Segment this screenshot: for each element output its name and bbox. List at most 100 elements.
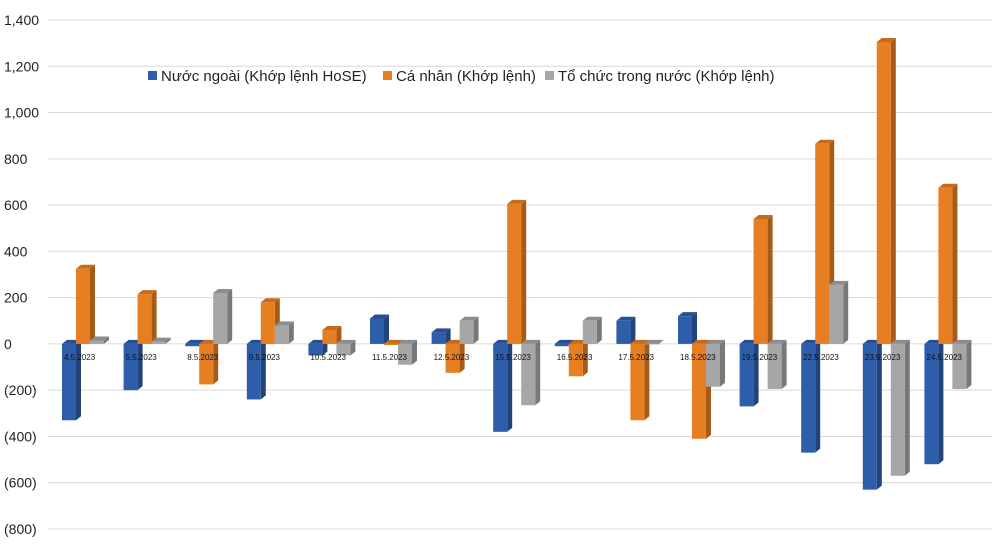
bar-front [706, 343, 720, 387]
y-tick-label: 600 [4, 197, 28, 213]
bar-front [123, 343, 138, 391]
bar-front [213, 293, 228, 344]
y-tick-label: 0 [4, 336, 12, 352]
bar-1-24-5-2023 [938, 183, 958, 344]
bar-side [720, 339, 725, 387]
bar-front [431, 332, 446, 344]
bar-1-10-5-2023 [322, 326, 342, 344]
bar-front [398, 343, 412, 365]
bar-top [644, 339, 664, 344]
bar-front [246, 343, 261, 400]
bar-front [862, 343, 877, 490]
legend-label-individual: Cá nhân (Khớp lệnh) [396, 68, 536, 85]
bar-front [767, 343, 782, 390]
x-tick-label: 22.5.2023 [803, 353, 839, 362]
bar-top [706, 339, 725, 344]
bar-0-12-5-2023 [431, 328, 451, 344]
bar-side [459, 339, 465, 373]
bar-front [90, 340, 104, 344]
bar-2-19-5-2023 [767, 339, 787, 390]
bar-top [76, 264, 95, 269]
bar-front [554, 343, 569, 347]
y-tick-label: 1,200 [4, 58, 39, 74]
bar-front [384, 343, 398, 346]
bar-top [336, 339, 356, 344]
bar-side [227, 289, 233, 344]
bars [62, 37, 972, 490]
bar-front [322, 330, 337, 344]
bar-top [431, 328, 451, 333]
bar-top [398, 339, 417, 344]
bar-side [876, 339, 882, 490]
x-tick-label: 23.5.2023 [865, 353, 901, 362]
bar-top [90, 336, 109, 341]
legend-swatch-individual [383, 71, 392, 80]
bar-top [521, 339, 541, 344]
y-tick-label: (400) [4, 428, 37, 444]
bar-0-19-5-2023 [739, 339, 759, 407]
bar-0-24-5-2023 [924, 339, 944, 465]
bar-side [90, 264, 95, 344]
bar-front [582, 320, 597, 344]
bar-1-5-5-2023 [137, 290, 157, 344]
bar-top [938, 183, 958, 188]
bar-0-15-5-2023 [493, 339, 513, 432]
bar-top [151, 337, 171, 342]
x-tick-label: 5.5.2023 [126, 353, 158, 362]
bar-0-9-5-2023 [246, 339, 266, 400]
x-tick-label: 18.5.2023 [680, 353, 716, 362]
x-tick-label: 11.5.2023 [372, 353, 408, 362]
bar-front [876, 41, 891, 344]
x-tick-label: 16.5.2023 [557, 353, 593, 362]
bar-2-10-5-2023 [336, 339, 356, 356]
bar-2-16-5-2023 [582, 316, 602, 344]
bar-side [521, 199, 527, 344]
bar-front [678, 316, 692, 344]
bar-front [829, 284, 844, 344]
y-axis-ticks: 1,400 1,200 1,000 800 600 400 200 0 (200) (400) (6… [4, 12, 39, 537]
bar-2-17-5-2023 [644, 339, 664, 345]
bar-side [582, 339, 588, 377]
bar-front [137, 294, 152, 344]
bar-side [767, 214, 773, 344]
bar-top [616, 316, 636, 321]
bar-0-23-5-2023 [862, 339, 882, 490]
bar-side [644, 339, 650, 421]
x-tick-label: 12.5.2023 [434, 353, 470, 362]
bar-top [274, 321, 294, 326]
bar-front [370, 318, 384, 344]
y-tick-label: (600) [4, 475, 37, 491]
bar-side [535, 339, 541, 406]
x-tick-label: 8.5.2023 [187, 353, 219, 362]
bar-top [678, 312, 697, 317]
bar-side [213, 339, 219, 385]
bar-side [938, 339, 944, 465]
bar-side [350, 339, 356, 356]
bar-1-17-5-2023 [630, 339, 650, 421]
bar-2-8-5-2023 [213, 289, 233, 344]
bar-0-11-5-2023 [370, 314, 389, 344]
x-tick-label: 4.5.2023 [64, 353, 96, 362]
x-tick-label: 9.5.2023 [249, 353, 281, 362]
bar-front [507, 203, 522, 344]
bar-top [260, 298, 280, 303]
bar-2-22-5-2023 [829, 280, 849, 344]
bar-top [185, 339, 205, 344]
bar-side [890, 37, 896, 344]
bar-side [76, 339, 81, 421]
bar-top [213, 289, 233, 294]
bar-side [412, 339, 417, 365]
bar-top [554, 339, 574, 344]
bar-side [104, 336, 109, 344]
bar-2-23-5-2023 [890, 339, 910, 476]
bar-front [62, 343, 76, 421]
legend: Nước ngoài (Khớp lệnh HoSE) Cá nhân (Khớ… [148, 68, 775, 85]
bar-side [288, 321, 294, 344]
bar-0-17-5-2023 [616, 316, 636, 344]
bar-front [199, 343, 214, 385]
y-tick-label: (800) [4, 521, 37, 537]
bar-front [890, 343, 905, 476]
y-tick-label: 800 [4, 151, 28, 167]
bar-front [521, 343, 536, 406]
x-tick-label: 19.5.2023 [742, 353, 778, 362]
